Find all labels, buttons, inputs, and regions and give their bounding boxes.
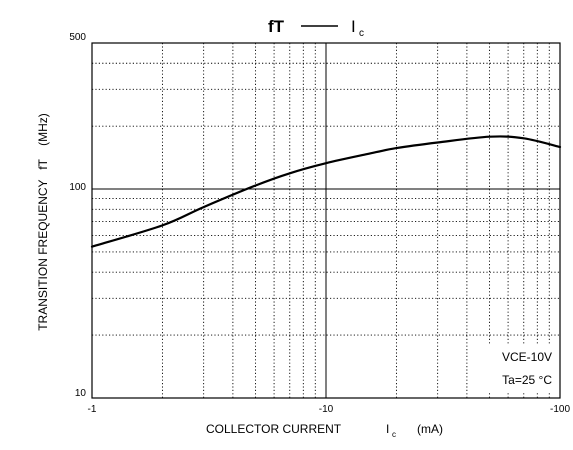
y-axis-label: TRANSITION FREQUENCY fT (MHz) <box>36 113 50 331</box>
series-line <box>90 135 562 248</box>
x-tick-label-10: -10 <box>319 404 334 415</box>
x-axis-label: COLLECTOR CURRENT <box>206 422 342 436</box>
x-axis-label-unit: (mA) <box>417 422 443 436</box>
x-axis-label-symbol: I <box>386 422 389 436</box>
x-tick-label-100: -100 <box>550 404 570 415</box>
chart-title-ic: I <box>351 17 356 36</box>
annotation-vce: VCE-10V <box>502 350 552 364</box>
grid <box>92 43 560 398</box>
y-tick-label-100: 100 <box>69 182 86 193</box>
x-tick-label-1: -1 <box>88 404 97 415</box>
x-axis-label-sub: c <box>392 430 396 439</box>
chart-title-ic-sub: c <box>359 28 364 39</box>
chart-title-ft: fT <box>268 17 285 36</box>
y-tick-label-10: 10 <box>75 388 87 399</box>
y-tick-label-500: 500 <box>69 32 86 43</box>
annotation-background <box>484 345 556 393</box>
annotation-ta: Ta=25 °C <box>502 373 552 387</box>
